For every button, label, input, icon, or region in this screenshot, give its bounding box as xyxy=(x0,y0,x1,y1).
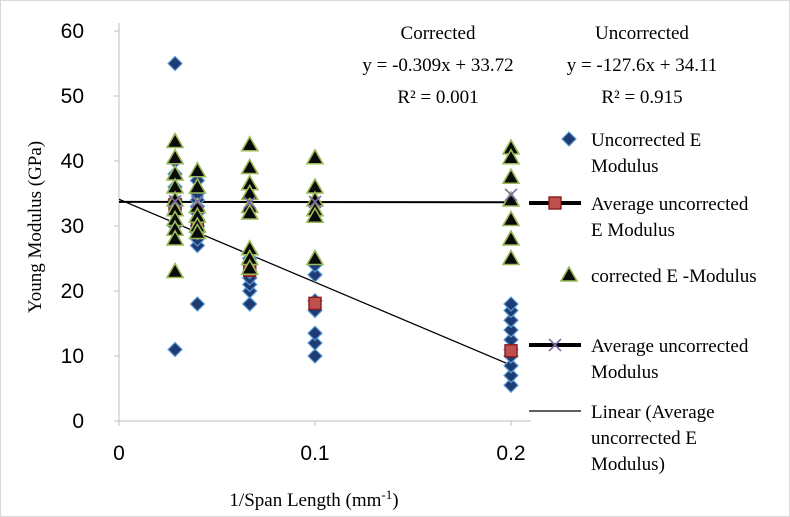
data-point xyxy=(504,188,518,202)
legend-label: uncorrected E xyxy=(591,428,697,449)
legend-label: Modulus) xyxy=(591,454,665,475)
data-point xyxy=(188,161,207,178)
annotation-r2: R² = 0.001 xyxy=(397,87,478,108)
y-tick-label: 30 xyxy=(61,215,84,238)
data-point xyxy=(501,209,521,227)
annotation-equation: y = -127.6x + 34.11 xyxy=(567,55,718,76)
data-point xyxy=(501,248,521,266)
legend-key-square xyxy=(548,196,562,210)
data-point xyxy=(305,248,325,266)
data-point xyxy=(305,206,325,224)
data-point xyxy=(503,312,519,329)
legend-key-x xyxy=(548,338,562,352)
y-tick-label: 50 xyxy=(61,85,84,108)
y-tick-label: 40 xyxy=(61,150,84,173)
data-point xyxy=(240,203,260,220)
data-points xyxy=(165,55,521,394)
legend-label: Modulus xyxy=(591,156,659,177)
legend-item-1: Average uncorrected E Modulus xyxy=(529,194,749,241)
data-point xyxy=(305,148,325,165)
annotation-r2: R² = 0.915 xyxy=(601,87,682,108)
data-point xyxy=(504,344,518,358)
legend-item-4: Linear (Average uncorrected E Modulus) xyxy=(529,402,715,475)
x-tick-label: 0.2 xyxy=(496,442,525,465)
data-point xyxy=(501,148,521,165)
data-point xyxy=(168,194,182,208)
data-point xyxy=(307,325,323,342)
legend-key-triangle xyxy=(559,265,579,282)
data-point xyxy=(190,195,204,209)
data-point xyxy=(503,377,519,394)
data-point xyxy=(307,348,323,364)
data-point xyxy=(165,229,185,246)
series-2 xyxy=(165,131,521,279)
data-point xyxy=(240,157,260,175)
data-point xyxy=(240,258,260,276)
annotation-title: Corrected xyxy=(401,23,476,44)
axes: 0 10 20 30 40 50 60 0 0.1 0.2 xyxy=(61,20,531,465)
y-tick-label: 10 xyxy=(61,345,84,368)
legend-label: Average uncorrected xyxy=(591,336,749,357)
annotation-title: Uncorrected xyxy=(595,23,689,44)
x-tick-label: 0 xyxy=(113,442,125,465)
y-axis-label: Young Modulus (GPa) xyxy=(25,141,46,313)
x-axis-label: 1/Span Length (mm-1) xyxy=(229,487,398,511)
data-point xyxy=(308,296,322,311)
legend-label: Linear (Average xyxy=(591,402,715,423)
legend-label: Modulus xyxy=(591,362,659,383)
data-point xyxy=(503,367,519,384)
data-point xyxy=(503,357,519,374)
data-point xyxy=(501,167,521,185)
legend-label: Uncorrected E xyxy=(591,130,701,151)
annotation-0: Corrected y = -0.309x + 33.72 R² = 0.001 xyxy=(362,23,513,108)
legend-label: corrected E -Modulus xyxy=(591,266,757,287)
data-point xyxy=(241,296,258,312)
series-3 xyxy=(168,188,518,210)
annotation-1: Uncorrected y = -127.6x + 34.11 R² = 0.915 xyxy=(567,23,718,108)
legend-item-2: corrected E -Modulus xyxy=(559,265,757,287)
data-point xyxy=(189,296,206,312)
legend-key-diamond xyxy=(561,131,577,147)
data-point xyxy=(188,177,207,194)
data-point xyxy=(167,55,183,72)
annotation-equation: y = -0.309x + 33.72 xyxy=(362,55,513,76)
data-point xyxy=(503,322,519,338)
legend-label: Average uncorrected xyxy=(591,194,749,215)
data-point xyxy=(501,229,521,246)
x-tick-label: 0.1 xyxy=(300,442,329,465)
legend-label: E Modulus xyxy=(591,220,675,241)
data-point xyxy=(167,341,183,358)
legend-item-0: Uncorrected E Modulus xyxy=(561,130,701,177)
legend-item-3: Average uncorrected Modulus xyxy=(529,336,749,383)
data-point xyxy=(243,196,257,210)
data-point xyxy=(503,296,519,312)
data-point xyxy=(308,195,322,209)
data-point xyxy=(165,261,185,279)
y-tick-label: 20 xyxy=(61,280,84,303)
data-point xyxy=(188,222,207,240)
series-1 xyxy=(168,197,518,358)
data-point xyxy=(240,135,260,152)
y-tick-label: 0 xyxy=(72,410,84,433)
data-point xyxy=(165,131,185,149)
data-point xyxy=(307,335,323,351)
legend: Uncorrected E Modulus Average uncorrected E… xyxy=(529,130,757,475)
data-point xyxy=(165,148,185,165)
annotations: Corrected y = -0.309x + 33.72 R² = 0.001 Un… xyxy=(362,23,717,108)
y-tick-label: 60 xyxy=(61,20,84,43)
data-point xyxy=(307,266,323,283)
